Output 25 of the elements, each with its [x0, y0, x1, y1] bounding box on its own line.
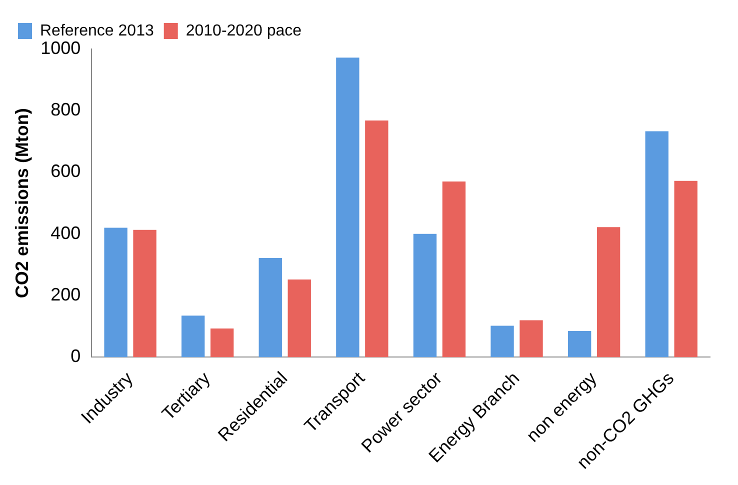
bar: [674, 180, 698, 358]
y-tick-label: 800: [50, 100, 81, 120]
y-tick-label: 200: [50, 284, 81, 305]
bar: [104, 228, 128, 358]
bar: [645, 131, 668, 358]
y-tick-label: 600: [50, 161, 81, 182]
y-axis-title: CO2 emissions (Mton): [12, 108, 32, 298]
bar: [413, 234, 437, 358]
bar: [365, 120, 388, 358]
bar: [182, 316, 205, 358]
y-tick-label: 0: [70, 346, 81, 366]
bar: [288, 280, 311, 358]
y-tick-label: 1000: [40, 38, 81, 58]
bar: [336, 58, 360, 358]
bar: [210, 328, 234, 358]
bar: [258, 258, 282, 358]
bar: [442, 182, 466, 358]
legend-label: 2010-2020 pace: [186, 22, 302, 40]
bar: [520, 320, 543, 358]
y-tick-label: 400: [50, 222, 81, 243]
bar: [568, 330, 592, 358]
bar: [596, 227, 620, 358]
bar: [133, 230, 156, 358]
legend-label: Reference 2013: [40, 22, 154, 40]
bar: [490, 326, 514, 358]
